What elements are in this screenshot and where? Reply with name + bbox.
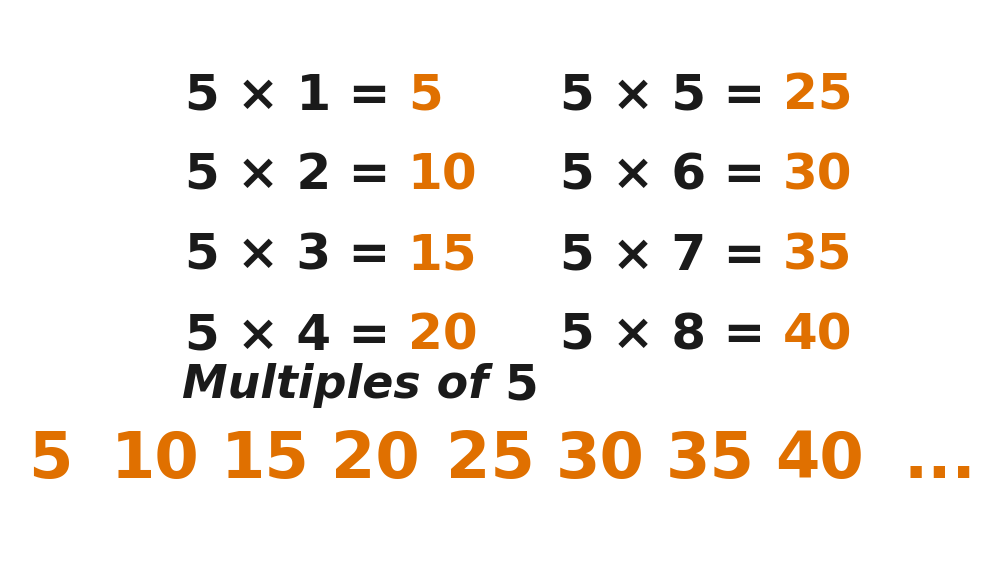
Text: 30: 30 xyxy=(782,151,852,199)
Text: 5: 5 xyxy=(28,429,73,491)
Text: 25: 25 xyxy=(446,429,534,491)
Text: 30: 30 xyxy=(555,429,644,491)
Text: 5 × 6 =: 5 × 6 = xyxy=(560,151,782,199)
Text: 25: 25 xyxy=(782,71,852,119)
Text: 5 × 8 =: 5 × 8 = xyxy=(560,311,782,359)
Text: 5 × 1 =: 5 × 1 = xyxy=(185,71,408,119)
Text: 35: 35 xyxy=(665,429,755,491)
Text: 5 × 2 =: 5 × 2 = xyxy=(185,151,408,199)
Text: 15: 15 xyxy=(221,429,309,491)
Text: ...: ... xyxy=(903,429,977,491)
Text: 5 × 3 =: 5 × 3 = xyxy=(185,231,407,279)
Text: 35: 35 xyxy=(783,231,852,279)
Text: 20: 20 xyxy=(331,429,419,491)
Text: 15: 15 xyxy=(407,231,477,279)
Text: Multiples of: Multiples of xyxy=(181,362,504,408)
Text: 40: 40 xyxy=(775,429,865,491)
Text: 5 × 7 =: 5 × 7 = xyxy=(560,231,783,279)
Text: 20: 20 xyxy=(407,311,477,359)
Text: 5 × 5 =: 5 × 5 = xyxy=(560,71,782,119)
Text: 5: 5 xyxy=(408,71,443,119)
Text: 5: 5 xyxy=(504,361,537,409)
Text: 10: 10 xyxy=(408,151,478,199)
Text: 10: 10 xyxy=(111,429,200,491)
Text: 5 × 4 =: 5 × 4 = xyxy=(185,311,407,359)
Text: 40: 40 xyxy=(782,311,852,359)
